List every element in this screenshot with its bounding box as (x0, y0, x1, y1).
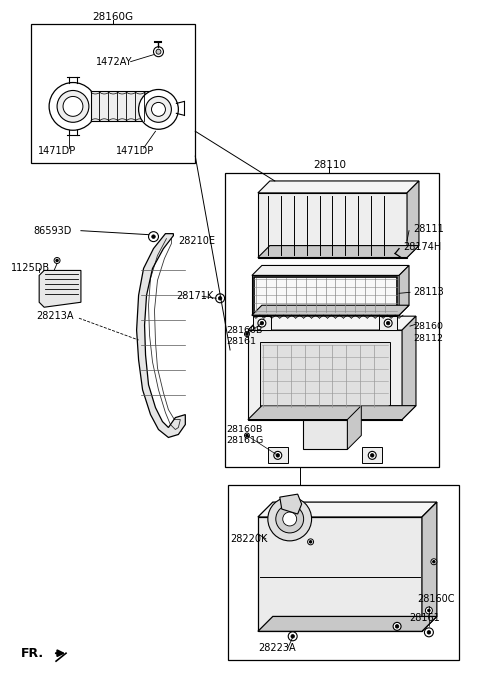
Polygon shape (258, 517, 422, 632)
Text: 86593D: 86593D (33, 226, 72, 236)
Circle shape (276, 453, 279, 457)
Text: 28174H: 28174H (403, 242, 441, 252)
Text: 28171K: 28171K (176, 292, 214, 301)
Text: 28160C: 28160C (417, 594, 455, 603)
Circle shape (308, 539, 313, 545)
Circle shape (246, 434, 248, 437)
Polygon shape (258, 502, 437, 517)
Circle shape (63, 97, 83, 116)
Circle shape (218, 296, 222, 300)
Circle shape (152, 102, 166, 116)
Polygon shape (252, 305, 409, 315)
Circle shape (274, 451, 282, 460)
Polygon shape (258, 245, 419, 258)
Text: FR.: FR. (21, 647, 44, 660)
Circle shape (396, 625, 399, 628)
Text: 1125DB: 1125DB (12, 263, 50, 274)
Circle shape (386, 321, 390, 325)
Polygon shape (422, 502, 437, 632)
Circle shape (57, 91, 89, 122)
Circle shape (384, 319, 392, 327)
Text: 28113: 28113 (413, 287, 444, 297)
Circle shape (56, 259, 58, 262)
Circle shape (310, 540, 312, 543)
Circle shape (371, 453, 374, 457)
Circle shape (244, 332, 250, 337)
Circle shape (139, 90, 179, 129)
Text: 28223A: 28223A (258, 643, 296, 653)
Polygon shape (252, 265, 409, 276)
Circle shape (432, 560, 435, 563)
Circle shape (283, 512, 297, 526)
Polygon shape (260, 342, 390, 410)
Circle shape (54, 258, 60, 263)
Bar (31, 24, 195, 163)
Text: 1472AY: 1472AY (96, 57, 132, 66)
Circle shape (148, 231, 158, 242)
Text: 28160G: 28160G (92, 12, 133, 22)
Circle shape (145, 97, 171, 122)
Polygon shape (258, 193, 407, 258)
Polygon shape (362, 447, 382, 463)
Circle shape (258, 319, 266, 327)
Polygon shape (253, 316, 271, 330)
Text: 1471DP: 1471DP (116, 146, 154, 156)
Polygon shape (137, 234, 185, 437)
Text: 28160B: 28160B (226, 425, 263, 434)
Text: 28213A: 28213A (36, 311, 74, 321)
Circle shape (368, 451, 376, 460)
Circle shape (393, 623, 401, 630)
Polygon shape (248, 316, 416, 330)
Bar (228, 485, 459, 660)
Bar (254, 277, 397, 313)
Polygon shape (248, 406, 416, 419)
Polygon shape (248, 330, 402, 419)
Text: 28110: 28110 (313, 160, 346, 170)
Polygon shape (91, 91, 151, 122)
Circle shape (152, 235, 156, 238)
Text: 1471DP: 1471DP (38, 146, 76, 156)
Polygon shape (252, 276, 399, 315)
Polygon shape (258, 181, 419, 193)
Circle shape (260, 321, 264, 325)
Circle shape (268, 497, 312, 541)
Text: 28160: 28160 (413, 321, 443, 330)
Circle shape (425, 607, 432, 614)
Circle shape (154, 47, 164, 57)
Polygon shape (407, 181, 419, 258)
Circle shape (427, 631, 431, 634)
Circle shape (428, 609, 430, 612)
Text: 28160B: 28160B (226, 325, 263, 334)
Circle shape (49, 82, 97, 130)
Circle shape (291, 634, 295, 638)
Circle shape (246, 333, 248, 335)
Circle shape (244, 433, 250, 438)
Polygon shape (302, 419, 348, 449)
Polygon shape (268, 447, 288, 463)
Polygon shape (348, 406, 361, 449)
Polygon shape (379, 316, 397, 330)
Circle shape (424, 628, 433, 637)
Circle shape (288, 632, 297, 641)
Bar (225, 173, 439, 467)
Polygon shape (399, 265, 409, 315)
Text: 28161G: 28161G (226, 436, 264, 445)
Polygon shape (258, 616, 437, 632)
Circle shape (431, 559, 437, 565)
Text: 28161: 28161 (409, 614, 440, 623)
Polygon shape (39, 270, 81, 307)
Polygon shape (280, 494, 301, 514)
Polygon shape (402, 316, 416, 419)
Circle shape (216, 294, 225, 303)
Circle shape (276, 505, 304, 533)
Circle shape (156, 49, 161, 54)
Text: 28161: 28161 (226, 337, 256, 346)
Text: 28220K: 28220K (230, 534, 267, 544)
Text: 28112: 28112 (413, 334, 443, 343)
Text: 28210E: 28210E (179, 236, 216, 245)
Text: 28111: 28111 (413, 224, 444, 234)
